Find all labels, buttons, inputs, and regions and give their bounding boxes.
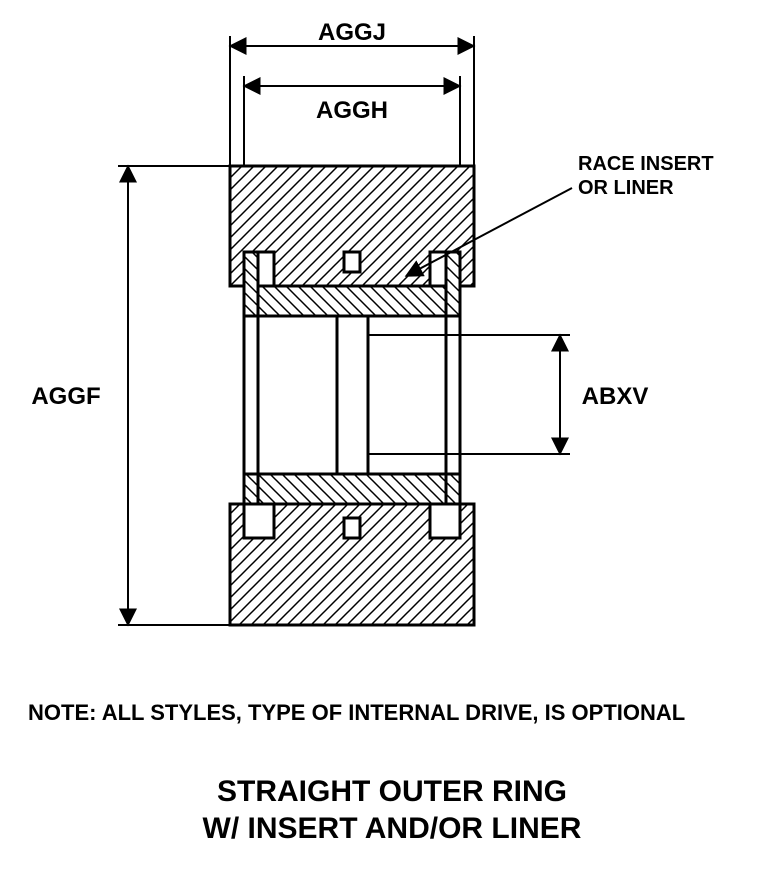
title-line2: W/ INSERT AND/OR LINER <box>0 812 784 846</box>
callout-line1: RACE INSERT <box>578 153 714 175</box>
diagram-container: AGGJ AGGH AGGF ABXV RACE INSERT OR LINER… <box>0 0 784 894</box>
note-text: NOTE: ALL STYLES, TYPE OF INTERNAL DRIVE… <box>28 700 685 726</box>
label-aggh: AGGH <box>316 97 388 124</box>
title-line1: STRAIGHT OUTER RING <box>0 775 784 809</box>
label-abxv: ABXV <box>582 383 649 410</box>
technical-drawing-svg: AGGJ AGGH AGGF ABXV RACE INSERT OR LINER <box>0 0 784 894</box>
label-aggj: AGGJ <box>318 19 386 46</box>
label-aggf: AGGF <box>31 383 100 410</box>
callout-line2: OR LINER <box>578 177 674 199</box>
